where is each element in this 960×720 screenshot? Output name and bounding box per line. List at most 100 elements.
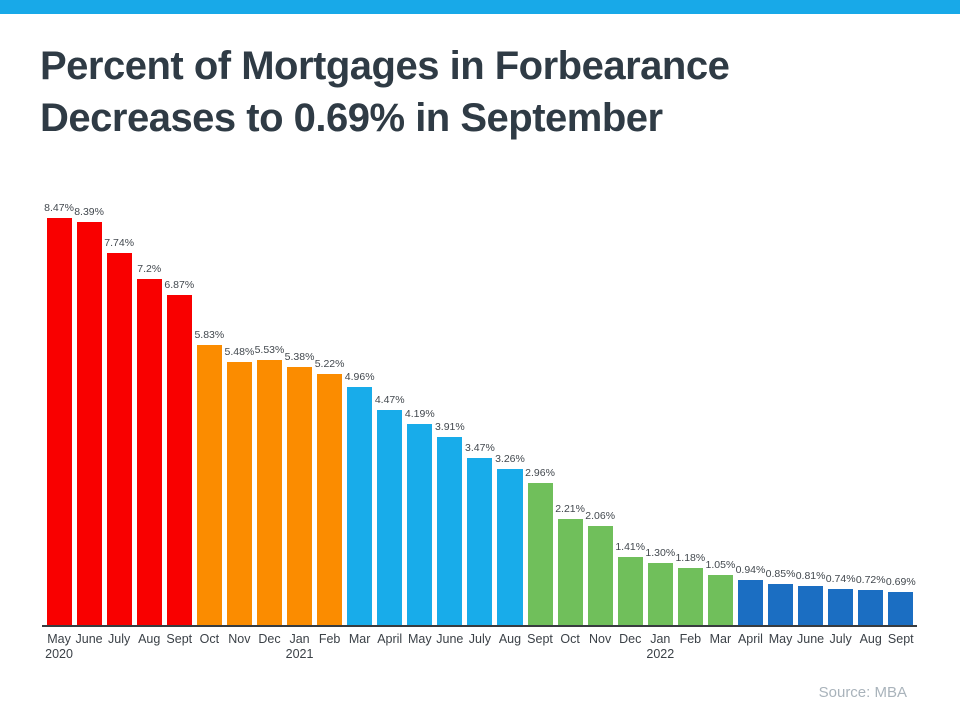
bar-slot: 0.81% [796, 198, 826, 625]
bar [136, 279, 162, 625]
x-axis-month: Aug [859, 632, 882, 646]
x-axis-year: 2020 [45, 647, 73, 661]
x-axis-month: Jan [289, 632, 310, 646]
bar [287, 366, 313, 625]
bar-slot: 2.06% [585, 198, 615, 625]
bar-slot: 1.05% [705, 198, 735, 625]
bar-value-label: 1.05% [705, 558, 736, 571]
x-axis-tick-label: April [375, 632, 405, 662]
x-axis-tick-label: Feb [315, 632, 345, 662]
bar [707, 574, 733, 625]
x-axis-month: Feb [679, 632, 702, 646]
bar-slot: 5.83% [194, 198, 224, 625]
x-axis-month: July [108, 632, 131, 646]
x-axis-tick-label: June [796, 632, 826, 662]
bar [467, 458, 493, 625]
bar [76, 222, 102, 625]
bar-slot: 0.94% [735, 198, 765, 625]
x-axis-tick-label: Oct [194, 632, 224, 662]
bar [737, 579, 763, 625]
chart-title: Percent of Mortgages in Forbearance Decr… [40, 40, 930, 144]
bar [527, 482, 553, 625]
bar [437, 437, 463, 625]
bar-value-label: 7.74% [104, 237, 135, 250]
x-axis-tick-label: Nov [224, 632, 254, 662]
x-axis-month: Nov [589, 632, 612, 646]
bar-slot: 4.96% [345, 198, 375, 625]
bar-value-label: 3.91% [434, 421, 465, 434]
x-axis-tick-label: Mar [345, 632, 375, 662]
bar-value-label: 6.87% [164, 279, 195, 292]
bar-value-label: 7.2% [137, 263, 162, 276]
bar-value-label: 0.72% [855, 574, 886, 587]
bar-slot: 6.87% [164, 198, 194, 625]
bar-slot: 5.48% [224, 198, 254, 625]
bar [377, 410, 403, 625]
x-axis-month: Sept [887, 632, 914, 646]
x-axis-tick-label: Sept [164, 632, 194, 662]
x-axis-tick-label: Mar [705, 632, 735, 662]
x-axis-month: Dec [258, 632, 281, 646]
x-axis-month: May [768, 632, 793, 646]
chart-title-line2: Decreases to 0.69% in September [40, 96, 663, 140]
x-axis-tick-label: April [735, 632, 765, 662]
x-axis-tick-label: May 2020 [44, 632, 74, 662]
bar [226, 361, 252, 625]
bar-value-label: 5.22% [314, 358, 345, 371]
x-axis-tick-label: June [74, 632, 104, 662]
x-axis-tick-label: Jan 2022 [645, 632, 675, 662]
bar-value-label: 4.47% [374, 394, 405, 407]
bar-slot: 0.69% [886, 198, 916, 625]
x-axis-month: Mar [709, 632, 732, 646]
x-axis-tick-label: June [435, 632, 465, 662]
bar-slot: 1.18% [675, 198, 705, 625]
bar [798, 586, 824, 625]
x-axis-tick-label: Aug [134, 632, 164, 662]
bar-slot: 2.21% [555, 198, 585, 625]
x-axis-month: Jan [650, 632, 671, 646]
x-axis-month: Sept [527, 632, 553, 646]
x-axis-month: June [797, 632, 825, 646]
bar-slot: 3.91% [435, 198, 465, 625]
x-axis-month: June [75, 632, 103, 646]
bar-slot: 1.41% [615, 198, 645, 625]
bar-slot: 3.26% [495, 198, 525, 625]
bar [46, 218, 72, 625]
bar-value-label: 4.96% [344, 370, 375, 383]
x-axis-month: Feb [318, 632, 341, 646]
bar-slot: 7.2% [134, 198, 164, 625]
source-attribution: Source: MBA [818, 684, 907, 701]
bar-value-label: 1.41% [615, 541, 646, 554]
x-axis-month: July [468, 632, 492, 646]
x-axis-tick-label: Sept [886, 632, 916, 662]
bar [256, 359, 282, 625]
x-axis-month: Dec [619, 632, 642, 646]
x-axis-tick-label: Aug [495, 632, 525, 662]
bar [647, 562, 673, 625]
x-axis-tick-label: Jan 2021 [285, 632, 315, 662]
bar-value-label: 3.26% [495, 452, 525, 465]
x-axis-tick-label: July [465, 632, 495, 662]
bar-value-label: 8.39% [74, 206, 104, 219]
x-axis-month: April [737, 632, 763, 646]
bar [497, 468, 523, 625]
bar-slot: 0.74% [826, 198, 856, 625]
x-axis-month: Aug [498, 632, 522, 646]
bars-row: 8.47% 8.39% 7.74% 7.2% 6.87% 5.83% 5.48% 5.53% 5… [44, 198, 916, 625]
top-accent-bar [0, 0, 960, 14]
x-axis-month: May [407, 632, 432, 646]
x-axis-tick-label: Oct [555, 632, 585, 662]
bar [347, 386, 373, 625]
x-axis-tick-label: Sept [525, 632, 555, 662]
bar-value-label: 8.47% [44, 202, 74, 215]
bar-slot: 3.47% [465, 198, 495, 625]
bar-slot: 8.39% [74, 198, 104, 625]
bar [617, 557, 643, 625]
bar [196, 345, 222, 625]
bar-value-label: 1.30% [645, 546, 676, 559]
bar [858, 590, 884, 625]
x-axis-tick-label: May [766, 632, 796, 662]
chart-title-line1: Percent of Mortgages in Forbearance [40, 44, 730, 88]
x-axis-tick-label: July [826, 632, 856, 662]
bar-value-label: 0.74% [825, 573, 856, 586]
